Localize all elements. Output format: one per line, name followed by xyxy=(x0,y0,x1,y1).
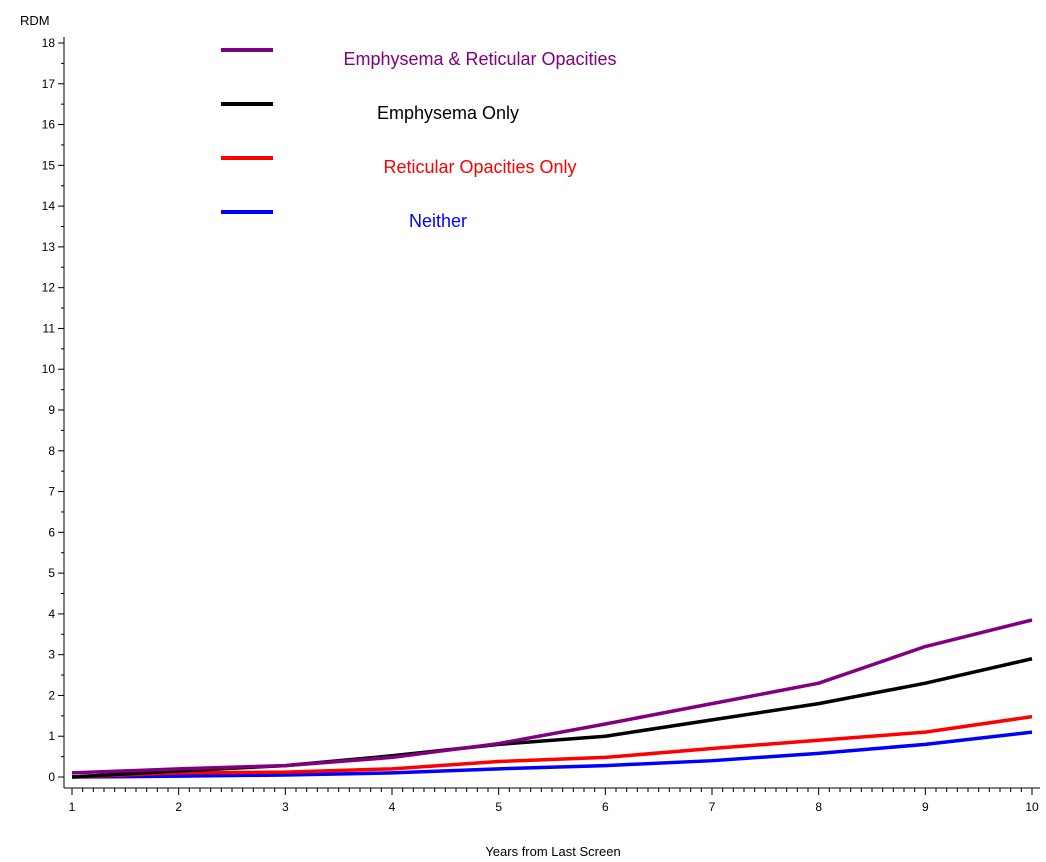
y-tick-label: 1 xyxy=(48,729,55,743)
y-tick-label: 7 xyxy=(48,485,55,499)
y-tick-label: 15 xyxy=(42,158,56,172)
y-tick-label: 4 xyxy=(48,607,55,621)
y-tick-label: 14 xyxy=(42,199,56,213)
series-line xyxy=(71,714,1033,779)
legend: Emphysema & Reticular Opacities Emphysema… xyxy=(221,48,617,231)
series-lines xyxy=(71,618,1033,779)
x-tick-label: 4 xyxy=(389,800,396,814)
y-tick-label: 11 xyxy=(43,321,56,335)
y-tick-label: 18 xyxy=(42,36,56,50)
y-tick-label: 17 xyxy=(42,77,56,91)
legend-label: Emphysema & Reticular Opacities xyxy=(343,49,616,69)
x-tick-label: 7 xyxy=(709,800,716,814)
y-tick-label: 2 xyxy=(48,688,55,702)
y-tick-label: 10 xyxy=(42,362,56,376)
y-tick-label: 12 xyxy=(42,281,56,295)
x-tick-label: 6 xyxy=(602,800,609,814)
x-tick-label: 3 xyxy=(282,800,289,814)
x-tick-label: 2 xyxy=(175,800,182,814)
x-tick-label: 10 xyxy=(1025,800,1039,814)
y-tick-label: 3 xyxy=(48,648,55,662)
y-tick-label: 6 xyxy=(48,525,55,539)
series-line xyxy=(71,618,1033,775)
y-tick-label: 16 xyxy=(42,118,56,132)
legend-label: Reticular Opacities Only xyxy=(383,157,576,177)
x-tick-label: 9 xyxy=(922,800,929,814)
y-tick-label: 8 xyxy=(48,444,55,458)
x-tick-label: 1 xyxy=(69,800,76,814)
y-tick-label: 9 xyxy=(48,403,55,417)
x-axis-ticks: 1 2 3 4 5 6 7 8 9 10 xyxy=(69,788,1039,814)
series-line xyxy=(71,730,1033,779)
x-tick-label: 8 xyxy=(815,800,822,814)
y-tick-label: 5 xyxy=(48,566,55,580)
legend-label: Neither xyxy=(409,211,467,231)
y-axis-title: RDM xyxy=(20,13,50,28)
y-tick-label: 0 xyxy=(48,770,55,784)
y-tick-label: 13 xyxy=(42,240,56,254)
x-axis-title: Years from Last Screen xyxy=(485,844,620,859)
x-tick-label: 5 xyxy=(495,800,502,814)
legend-label: Emphysema Only xyxy=(377,103,519,123)
